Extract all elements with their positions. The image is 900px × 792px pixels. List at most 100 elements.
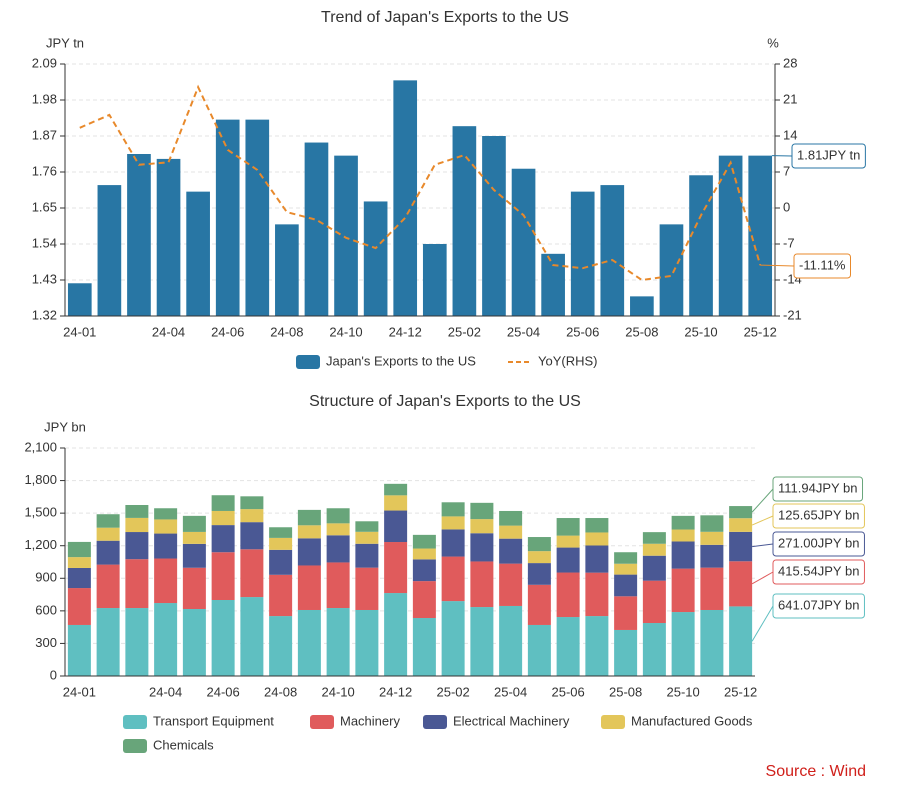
chart-title: Trend of Japan's Exports to the US xyxy=(321,9,569,26)
bar xyxy=(422,244,447,316)
bar-segment xyxy=(499,525,523,539)
bar-segment xyxy=(297,538,321,566)
bar-segment xyxy=(297,609,321,676)
y2-tick-label: -21 xyxy=(783,307,802,322)
bar-segment xyxy=(499,510,523,526)
y-tick-label: 2.09 xyxy=(32,55,57,70)
x-tick-label: 24-12 xyxy=(379,684,412,699)
y-axis-unit: JPY tn xyxy=(46,35,84,50)
bar-segment xyxy=(211,552,235,600)
bar-segment xyxy=(96,540,120,565)
bar-segment xyxy=(499,563,523,606)
bar xyxy=(659,224,684,316)
bar-segment xyxy=(211,510,235,526)
bar-segment xyxy=(269,616,293,676)
x-tick-label: 24-01 xyxy=(63,684,96,699)
bar-segment xyxy=(240,597,264,676)
x-tick-label: 24-08 xyxy=(264,684,297,699)
bar xyxy=(127,154,151,316)
bar-segment xyxy=(211,525,235,553)
x-tick-label: 25-04 xyxy=(494,684,527,699)
bar-segment xyxy=(96,608,120,676)
callout-box xyxy=(772,593,865,619)
bar xyxy=(334,155,358,316)
callout-leader xyxy=(751,515,774,526)
bar-segment xyxy=(125,517,149,533)
x-tick-label: 24-08 xyxy=(270,324,303,339)
bar-segment xyxy=(700,567,724,610)
y2-tick-label: 21 xyxy=(783,91,797,106)
bar-segment xyxy=(642,555,666,581)
callout-label: 641.07JPY bn xyxy=(778,597,859,612)
x-tick-label: 25-08 xyxy=(609,684,642,699)
bar-segment xyxy=(642,580,666,624)
x-tick-label: 25-02 xyxy=(437,684,470,699)
bar xyxy=(600,185,625,316)
bar-segment xyxy=(384,483,408,496)
x-tick-label: 25-06 xyxy=(566,324,599,339)
bar-segment xyxy=(470,607,494,676)
bar-segment xyxy=(614,629,638,676)
bar-segment xyxy=(614,552,638,564)
bar-segment xyxy=(412,559,436,582)
bar-segment xyxy=(614,563,638,575)
bar-segment xyxy=(671,529,695,542)
bar-segment xyxy=(700,544,724,568)
y-tick-label: 1,200 xyxy=(24,537,57,552)
bar-segment xyxy=(182,609,206,676)
bar-segment xyxy=(384,510,408,543)
bar-segment xyxy=(470,519,494,534)
y-tick-label: 1.65 xyxy=(32,199,57,214)
callout-box xyxy=(772,559,865,585)
bar-segment xyxy=(355,531,379,544)
bar-segment xyxy=(67,588,91,625)
bar xyxy=(689,175,713,316)
bar-segment xyxy=(154,558,178,604)
callout-box xyxy=(791,143,866,169)
callout-label: -11.11% xyxy=(799,257,846,272)
bar xyxy=(215,119,240,317)
bar-segment xyxy=(441,529,465,557)
bar-segment xyxy=(585,572,609,617)
callout-label: 125.65JPY bn xyxy=(778,507,859,522)
y-tick-label: 1,800 xyxy=(24,472,57,487)
callout-leader xyxy=(760,264,795,267)
callout-label: 415.54JPY bn xyxy=(778,563,859,578)
bar-segment xyxy=(499,538,523,564)
bar-segment xyxy=(642,532,666,544)
bar-segment xyxy=(355,521,379,532)
bar-segment xyxy=(240,549,264,598)
bar xyxy=(245,119,270,317)
callout-box xyxy=(793,253,851,279)
bar-segment xyxy=(67,557,91,568)
callout-label: 271.00JPY bn xyxy=(778,535,859,550)
bar-segment xyxy=(96,527,120,541)
y-axis-unit: JPY bn xyxy=(44,419,86,434)
y-tick-label: 900 xyxy=(35,570,57,585)
bar-segment xyxy=(211,495,235,511)
bar xyxy=(363,201,388,316)
bar-segment xyxy=(326,562,350,609)
callout-box xyxy=(772,503,865,529)
legend-label: Manufactured Goods xyxy=(631,713,753,728)
x-tick-label: 25-06 xyxy=(552,684,585,699)
bar-segment xyxy=(412,548,436,560)
bar-segment xyxy=(96,514,120,528)
y-tick-label: 300 xyxy=(35,635,57,650)
bar-segment xyxy=(556,572,580,618)
bar-segment xyxy=(412,581,436,619)
bar-segment xyxy=(671,541,695,569)
bar-segment xyxy=(67,567,91,589)
legend-swatch xyxy=(310,715,334,729)
bar-segment xyxy=(96,564,120,609)
bar-segment xyxy=(67,541,91,558)
y-tick-label: 2,100 xyxy=(24,439,57,454)
bar-segment xyxy=(125,532,149,560)
bar-segment xyxy=(470,533,494,562)
bar-segment xyxy=(412,534,436,549)
y-tick-label: 1.54 xyxy=(32,235,57,250)
bar xyxy=(748,155,773,316)
y-tick-label: 1.98 xyxy=(32,91,57,106)
bar-segment xyxy=(729,518,753,532)
